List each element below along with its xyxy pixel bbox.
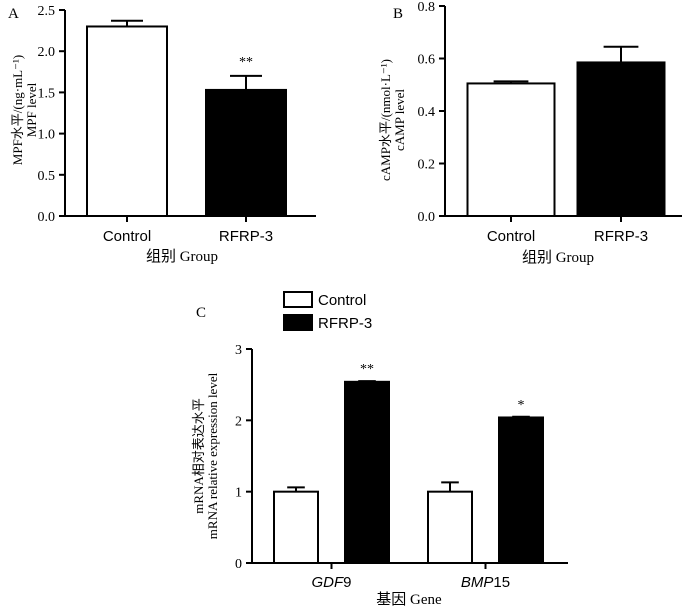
panel-label-c: C [196,305,206,321]
panel-b-category-label: RFRP-3 [594,228,648,245]
legend-label-rfrp-3: RFRP-3 [318,315,372,332]
panel-a-category-label: RFRP-3 [219,228,273,245]
gene-name-number: 15 [493,574,510,591]
panel-label-b: B [393,6,403,22]
panel-c-bmp15-rfrp-3-bar [498,416,544,565]
panel-b-y-tick-label: 0.0 [418,210,436,225]
panel-a-control-bar [86,25,168,218]
panel-a-y-tick-label: 2.0 [38,45,56,60]
panel-a-category-label: Control [103,228,151,245]
chart-panel-b: B cAMP水平/(nmol·L⁻¹) cAMP level 组别 Group … [378,0,682,266]
panel-b-y-tick-label: 0.4 [418,105,436,120]
panel-c-y-tick-label: 0 [235,557,242,572]
panel-label-a: A [8,6,19,22]
x-axis-label-b: 组别 Group [522,249,594,266]
panel-b-control-bar [466,82,556,217]
panel-a-significance: ** [239,55,253,70]
legend-swatch-control [283,291,313,308]
x-axis-label-c: 基因 Gene [376,591,442,608]
panel-b-rfrp-3-bar [576,61,666,217]
panel-c-bmp15-control-bar [427,490,473,564]
chart-panel-c: C mRNA相对表达水平 mRNA relative expression le… [191,291,568,608]
panel-c-category-label: BMP15 [461,574,510,591]
panel-b-y-tick-label: 0.6 [418,53,436,68]
panel-c-y-tick-label: 1 [235,486,242,501]
panel-a-y-tick-label: 1.0 [38,128,56,143]
panel-c-y-tick-label: 3 [235,343,242,358]
panel-a-y-tick-label: 0.0 [38,210,56,225]
panel-b-y-tick-label: 0.2 [418,158,436,173]
panel-a-y-tick-label: 1.5 [38,86,56,101]
gene-name-number: 9 [343,574,351,591]
y-axis-label-c-line2: mRNA relative expression level [205,372,220,539]
y-axis-label-a-line2: MPF level [24,82,39,137]
panel-c-category-label: GDF9 [311,574,351,591]
legend-swatch-rfrp-3 [283,314,313,331]
y-axis-label-b-line2: cAMP level [392,89,407,151]
gene-name-italic: GDF [311,574,344,591]
panel-b-y-tick-label: 0.8 [418,0,436,15]
panel-c-y-tick-label: 2 [235,414,242,429]
y-axis-label-b-line1: cAMP水平/(nmol·L⁻¹) [378,59,393,181]
panel-c-gdf9-rfrp-3-bar [344,380,390,564]
panel-b-category-label: Control [487,228,535,245]
panel-c-significance: * [518,398,525,413]
chart-panel-a: A MPF水平/(ng·mL⁻¹) MPF level 组别 Group 0.0… [8,4,316,265]
panel-a-y-tick-label: 0.5 [38,169,56,184]
gene-name-italic: BMP [461,574,494,591]
legend-label-control: Control [318,292,366,309]
y-axis-label-c-line1: mRNA相对表达水平 [191,398,206,514]
panel-a-rfrp-3-bar [205,88,287,217]
panel-c-significance: ** [360,362,374,377]
panel-c-gdf9-control-bar [273,490,319,564]
legend-c: Control RFRP-3 [283,291,372,332]
panel-a-y-tick-label: 2.5 [38,4,56,19]
x-axis-label-a: 组别 Group [146,248,218,265]
y-axis-label-a-line1: MPF水平/(ng·mL⁻¹) [10,55,25,165]
